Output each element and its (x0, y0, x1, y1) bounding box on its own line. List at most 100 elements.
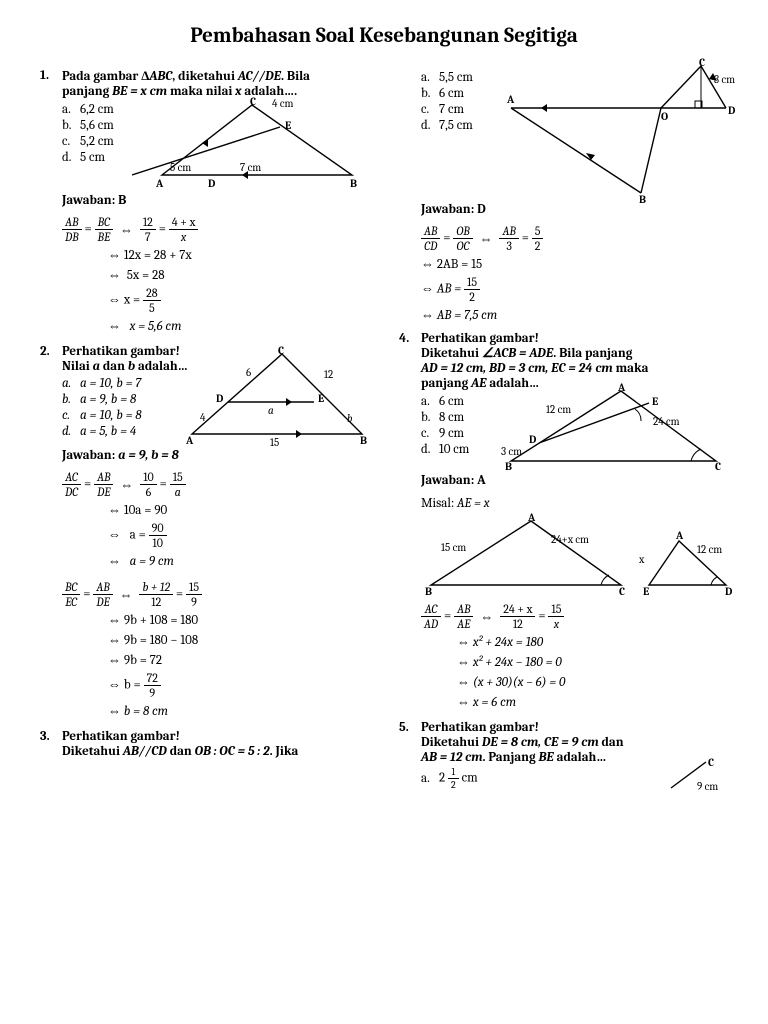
q1-prompt: Pada gambar ΔABC, diketahui AC//DE. Bila (62, 68, 369, 84)
q2-step3: ⇔ a = 9010 (108, 522, 369, 549)
q4-options: 6 cm 8 cm 9 cm 10 cm (421, 393, 469, 458)
q4-step4: ⇔ (x + 30)(x − 6) = 0 (457, 674, 728, 690)
svg-text:C: C (619, 585, 625, 598)
q1-figure: C E A D B 4 cm 5 cm 7 cm (132, 95, 362, 190)
q3-prompt-2: Diketahui AB//CD dan OB : OC = 5 : 2. Ji… (62, 744, 369, 759)
q4-prompt: Perhatikan gambar! (421, 331, 728, 346)
svg-text:D: D (728, 104, 736, 117)
svg-text:C: C (278, 344, 284, 357)
right-column: 5,5 cm 6 cm 7 cm 7,5 cm A B C D O 3 (399, 68, 728, 796)
svg-text:A: A (185, 434, 194, 447)
svg-text:A: A (617, 383, 626, 394)
svg-text:24+x cm: 24+x cm (551, 533, 589, 546)
q4-opt-d: 10 cm (421, 442, 469, 457)
svg-text:C: C (715, 460, 721, 471)
svg-text:B: B (639, 193, 646, 203)
q3-options: 5,5 cm 6 cm 7 cm 7,5 cm (421, 70, 473, 133)
q5-prompt-2: Diketahui DE = 8 cm, CE = 9 cm dan (421, 735, 728, 750)
svg-text:E: E (285, 119, 291, 132)
two-column-layout: 1. Pada gambar ΔABC, diketahui AC//DE. B… (40, 68, 728, 796)
q1-step5: ⇔ x = 5,6 cm (108, 318, 369, 334)
q1-opt-b: 5,6 cm (62, 118, 114, 133)
q3-answer: Jawaban: D (421, 202, 728, 217)
q3-number: 3. (40, 729, 62, 759)
q4-number: 4. (399, 331, 421, 714)
svg-text:D: D (725, 585, 733, 598)
svg-text:12: 12 (324, 368, 333, 381)
q2-opt-b: a = 9, b = 8 (62, 392, 188, 407)
q2-options: a = 10, b = 7 a = 9, b = 8 a = 10, b = 8… (62, 376, 188, 439)
q3-step3: ⇔ AB = 152 (421, 276, 728, 303)
svg-text:C: C (699, 58, 705, 69)
svg-text:24 cm: 24 cm (653, 415, 680, 428)
q4-figure-2: A B C 15 cm 24+x cm A E D x 12 cm (421, 513, 741, 599)
q3-figure: A B C D O 3 cm (491, 58, 741, 203)
q2-prompt-2: Nilai a dan b adalah… (62, 359, 188, 374)
svg-text:4 cm: 4 cm (272, 97, 293, 110)
svg-text:15 cm: 15 cm (441, 541, 466, 554)
question-5: 5. Perhatikan gambar! Diketahui DE = 8 c… (399, 720, 728, 790)
q3-opt-d: 7,5 cm (421, 118, 473, 133)
q3-opt-b: 6 cm (421, 86, 473, 101)
svg-text:D: D (208, 177, 216, 190)
q2-step1: ACDC = ABDE ⇔ 106 = 15a (62, 471, 369, 498)
svg-text:E: E (318, 392, 324, 405)
svg-text:3 cm: 3 cm (714, 73, 735, 86)
q3-step1: ABCD = OBOC ⇔ AB3 = 52 (421, 225, 728, 252)
q4-opt-b: 8 cm (421, 410, 469, 425)
q2-step5: BCEC = ABDE ⇔ b + 1212 = 159 (62, 581, 369, 608)
q1-step1: ABDB = BCBE ⇔ 127 = 4 + xx (62, 216, 369, 243)
svg-text:B: B (360, 434, 367, 447)
q2-number: 2. (40, 344, 62, 723)
q1-answer: Jawaban: B (62, 193, 369, 208)
svg-text:D: D (216, 392, 224, 405)
q2-step4: ⇔ a = 9 cm (108, 553, 369, 569)
q1-opt-a: 6,2 cm (62, 102, 114, 117)
q4-misal: Misal: AE = x (421, 496, 728, 511)
q2-step8: ⇔ 9b = 72 (108, 652, 369, 668)
svg-text:15: 15 (270, 436, 279, 449)
q1-step3: ⇔ 5x = 28 (108, 267, 369, 283)
svg-text:A: A (155, 177, 164, 190)
svg-text:x: x (638, 553, 645, 566)
q1-number: 1. (40, 68, 62, 338)
q4-opt-c: 9 cm (421, 426, 469, 441)
q2-answer: Jawaban: a = 9, b = 8 (62, 448, 369, 463)
svg-text:C: C (250, 95, 256, 108)
q4-prompt-3: AD = 12 cm, BD = 3 cm, EC = 24 cm maka (421, 361, 728, 376)
svg-text:7 cm: 7 cm (240, 161, 261, 174)
q4-step2: ⇔ x² + 24x = 180 (457, 634, 728, 650)
q3-opt-c: 7 cm (421, 102, 473, 117)
svg-text:5 cm: 5 cm (170, 161, 191, 174)
svg-text:B: B (505, 460, 512, 471)
q4-step5: ⇔ x = 6 cm (457, 694, 728, 710)
svg-text:O: O (661, 110, 668, 123)
q2-opt-a: a = 10, b = 7 (62, 376, 188, 391)
left-column: 1. Pada gambar ΔABC, diketahui AC//DE. B… (40, 68, 369, 796)
question-2: 2. Perhatikan gambar! Nilai a dan b adal… (40, 344, 369, 723)
svg-text:4: 4 (200, 411, 206, 424)
svg-text:A: A (527, 513, 536, 524)
svg-text:3 cm: 3 cm (501, 445, 522, 458)
page-title: Pembahasan Soal Kesebangunan Segitiga (40, 24, 728, 48)
q4-opt-a: 6 cm (421, 394, 469, 409)
svg-text:D: D (529, 433, 537, 446)
q3-step2: ⇔ 2AB = 15 (421, 256, 728, 272)
q2-figure: C D E A B 6 12 4 a b 15 (172, 344, 382, 449)
q3-opt-a: 5,5 cm (421, 70, 473, 85)
q4-answer: Jawaban: A (421, 473, 728, 488)
q2-step2: ⇔ 10a = 90 (108, 502, 369, 518)
q4-step1: ACAD = ABAE ⇔ 24 + x12 = 15x (421, 603, 728, 630)
q3-prompt: Perhatikan gambar! (62, 729, 369, 744)
q1-opt-d: 5 cm (62, 150, 114, 165)
svg-text:b: b (347, 412, 353, 425)
q2-opt-d: a = 5, b = 4 (62, 424, 188, 439)
q1-step4: ⇔ x = 285 (108, 287, 369, 314)
svg-text:12 cm: 12 cm (546, 403, 571, 416)
svg-text:E: E (643, 585, 649, 598)
q1-step2: ⇔ 12x = 28 + 7x (108, 247, 369, 263)
q3-body: 5,5 cm 6 cm 7 cm 7,5 cm A B C D O 3 (421, 68, 728, 198)
question-1: 1. Pada gambar ΔABC, diketahui AC//DE. B… (40, 68, 369, 338)
q3-step4: ⇔ AB = 7,5 cm (421, 307, 728, 323)
svg-text:A: A (675, 529, 684, 542)
